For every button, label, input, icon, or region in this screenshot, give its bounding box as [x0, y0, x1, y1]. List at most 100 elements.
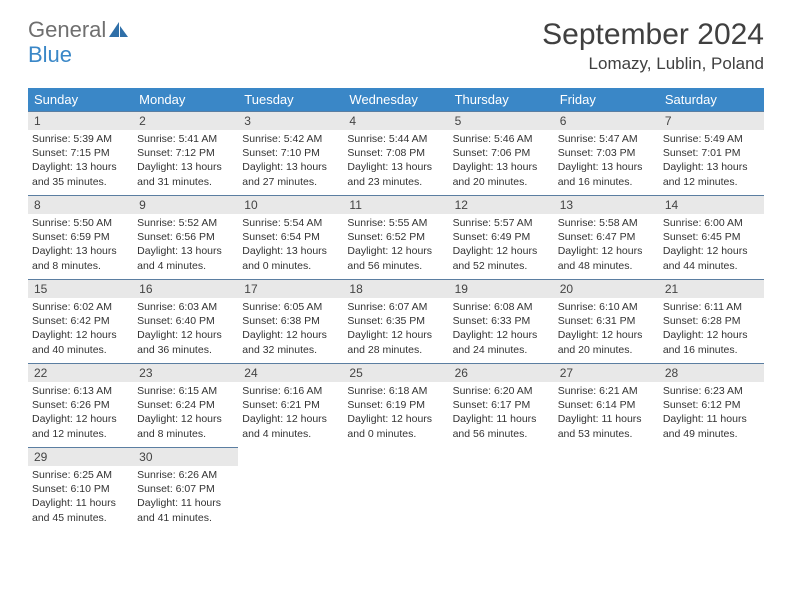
day-of-week-header: Monday [133, 88, 238, 111]
daylight-line: Daylight: 12 hours and 44 minutes. [663, 244, 760, 272]
daylight-line: Daylight: 12 hours and 52 minutes. [453, 244, 550, 272]
calendar-cell: 29Sunrise: 6:25 AMSunset: 6:10 PMDayligh… [28, 447, 133, 531]
day-number: 19 [449, 280, 554, 298]
sunrise-line: Sunrise: 5:44 AM [347, 132, 444, 146]
sunrise-line: Sunrise: 6:18 AM [347, 384, 444, 398]
daylight-line: Daylight: 12 hours and 0 minutes. [347, 412, 444, 440]
calendar-cell: 8Sunrise: 5:50 AMSunset: 6:59 PMDaylight… [28, 195, 133, 279]
sunrise-line: Sunrise: 5:54 AM [242, 216, 339, 230]
sunset-line: Sunset: 6:54 PM [242, 230, 339, 244]
calendar-cell: 13Sunrise: 5:58 AMSunset: 6:47 PMDayligh… [554, 195, 659, 279]
sunrise-line: Sunrise: 5:41 AM [137, 132, 234, 146]
sunset-line: Sunset: 6:47 PM [558, 230, 655, 244]
calendar-header-row: SundayMondayTuesdayWednesdayThursdayFrid… [28, 88, 764, 111]
day-number: 8 [28, 196, 133, 214]
calendar-cell: 21Sunrise: 6:11 AMSunset: 6:28 PMDayligh… [659, 279, 764, 363]
sunset-line: Sunset: 6:26 PM [32, 398, 129, 412]
location-text: Lomazy, Lublin, Poland [542, 54, 764, 74]
calendar-cell: 10 Sunrise: 5:54 AMSunset: 6:54 PMDayligh… [238, 195, 343, 279]
sunrise-line: Sunrise: 6:03 AM [137, 300, 234, 314]
daylight-line: Daylight: 13 hours and 0 minutes. [242, 244, 339, 272]
sunset-line: Sunset: 6:14 PM [558, 398, 655, 412]
calendar-cell: 24Sunrise: 6:16 AMSunset: 6:21 PMDayligh… [238, 363, 343, 447]
sunset-line: Sunset: 6:12 PM [663, 398, 760, 412]
daylight-line: Daylight: 13 hours and 12 minutes. [663, 160, 760, 188]
daylight-line: Daylight: 13 hours and 31 minutes. [137, 160, 234, 188]
calendar-cell [238, 447, 343, 531]
sunset-line: Sunset: 6:28 PM [663, 314, 760, 328]
calendar-cell: 5Sunrise: 5:46 AMSunset: 7:06 PMDaylight… [449, 111, 554, 195]
sunrise-line: Sunrise: 5:55 AM [347, 216, 444, 230]
sunset-line: Sunset: 7:08 PM [347, 146, 444, 160]
sunset-line: Sunset: 7:10 PM [242, 146, 339, 160]
calendar-cell: 15Sunrise: 6:02 AMSunset: 6:42 PMDayligh… [28, 279, 133, 363]
sunset-line: Sunset: 6:07 PM [137, 482, 234, 496]
day-number: 16 [133, 280, 238, 298]
daylight-line: Daylight: 13 hours and 35 minutes. [32, 160, 129, 188]
sunrise-line: Sunrise: 6:16 AM [242, 384, 339, 398]
logo-text-general: General [28, 17, 106, 42]
day-number: 25 [343, 364, 448, 382]
daylight-line: Daylight: 12 hours and 32 minutes. [242, 328, 339, 356]
day-of-week-header: Thursday [449, 88, 554, 111]
daylight-line: Daylight: 11 hours and 45 minutes. [32, 496, 129, 524]
sunrise-line: Sunrise: 6:07 AM [347, 300, 444, 314]
sunrise-line: Sunrise: 5:49 AM [663, 132, 760, 146]
sunset-line: Sunset: 7:06 PM [453, 146, 550, 160]
sunrise-line: Sunrise: 5:57 AM [453, 216, 550, 230]
calendar-cell: 30 Sunrise: 6:26 AMSunset: 6:07 PMDayligh… [133, 447, 238, 531]
calendar-cell: 18Sunrise: 6:07 AMSunset: 6:35 PMDayligh… [343, 279, 448, 363]
sunset-line: Sunset: 6:38 PM [242, 314, 339, 328]
day-number: 21 [659, 280, 764, 298]
daylight-line: Daylight: 11 hours and 49 minutes. [663, 412, 760, 440]
sunset-line: Sunset: 6:10 PM [32, 482, 129, 496]
sunset-line: Sunset: 6:24 PM [137, 398, 234, 412]
sunset-line: Sunset: 6:42 PM [32, 314, 129, 328]
daylight-line: Daylight: 12 hours and 56 minutes. [347, 244, 444, 272]
daylight-line: Daylight: 13 hours and 23 minutes. [347, 160, 444, 188]
calendar-cell [343, 447, 448, 531]
logo: General Blue [28, 18, 130, 66]
daylight-line: Daylight: 13 hours and 27 minutes. [242, 160, 339, 188]
sunset-line: Sunset: 7:12 PM [137, 146, 234, 160]
day-of-week-header: Friday [554, 88, 659, 111]
calendar-cell: 1Sunrise: 5:39 AMSunset: 7:15 PMDaylight… [28, 111, 133, 195]
day-of-week-header: Wednesday [343, 88, 448, 111]
day-number: 24 [238, 364, 343, 382]
sunrise-line: Sunrise: 5:52 AM [137, 216, 234, 230]
day-number: 10 [238, 196, 343, 214]
day-of-week-header: Saturday [659, 88, 764, 111]
day-number: 17 [238, 280, 343, 298]
calendar-cell: 7Sunrise: 5:49 AMSunset: 7:01 PMDaylight… [659, 111, 764, 195]
day-number: 6 [554, 112, 659, 130]
sunset-line: Sunset: 6:21 PM [242, 398, 339, 412]
day-number: 4 [343, 112, 448, 130]
sunrise-line: Sunrise: 6:05 AM [242, 300, 339, 314]
day-number: 29 [28, 448, 133, 466]
calendar-cell: 9Sunrise: 5:52 AMSunset: 6:56 PMDaylight… [133, 195, 238, 279]
day-number: 13 [554, 196, 659, 214]
day-number: 30 [133, 448, 238, 466]
calendar-cell: 11Sunrise: 5:55 AMSunset: 6:52 PMDayligh… [343, 195, 448, 279]
sunrise-line: Sunrise: 6:02 AM [32, 300, 129, 314]
sunset-line: Sunset: 6:40 PM [137, 314, 234, 328]
day-of-week-header: Tuesday [238, 88, 343, 111]
calendar-cell: 14Sunrise: 6:00 AMSunset: 6:45 PMDayligh… [659, 195, 764, 279]
header: General Blue September 2024 Lomazy, Lubl… [28, 18, 764, 74]
day-number: 27 [554, 364, 659, 382]
daylight-line: Daylight: 11 hours and 41 minutes. [137, 496, 234, 524]
day-number: 18 [343, 280, 448, 298]
day-number: 5 [449, 112, 554, 130]
sunrise-line: Sunrise: 6:21 AM [558, 384, 655, 398]
daylight-line: Daylight: 11 hours and 53 minutes. [558, 412, 655, 440]
day-number: 22 [28, 364, 133, 382]
daylight-line: Daylight: 12 hours and 48 minutes. [558, 244, 655, 272]
daylight-line: Daylight: 13 hours and 4 minutes. [137, 244, 234, 272]
calendar-cell: 3Sunrise: 5:42 AMSunset: 7:10 PMDaylight… [238, 111, 343, 195]
calendar-cell: 16Sunrise: 6:03 AMSunset: 6:40 PMDayligh… [133, 279, 238, 363]
sunset-line: Sunset: 6:19 PM [347, 398, 444, 412]
sunset-line: Sunset: 7:01 PM [663, 146, 760, 160]
sunrise-line: Sunrise: 6:26 AM [137, 468, 234, 482]
sunrise-line: Sunrise: 6:15 AM [137, 384, 234, 398]
sunset-line: Sunset: 6:56 PM [137, 230, 234, 244]
